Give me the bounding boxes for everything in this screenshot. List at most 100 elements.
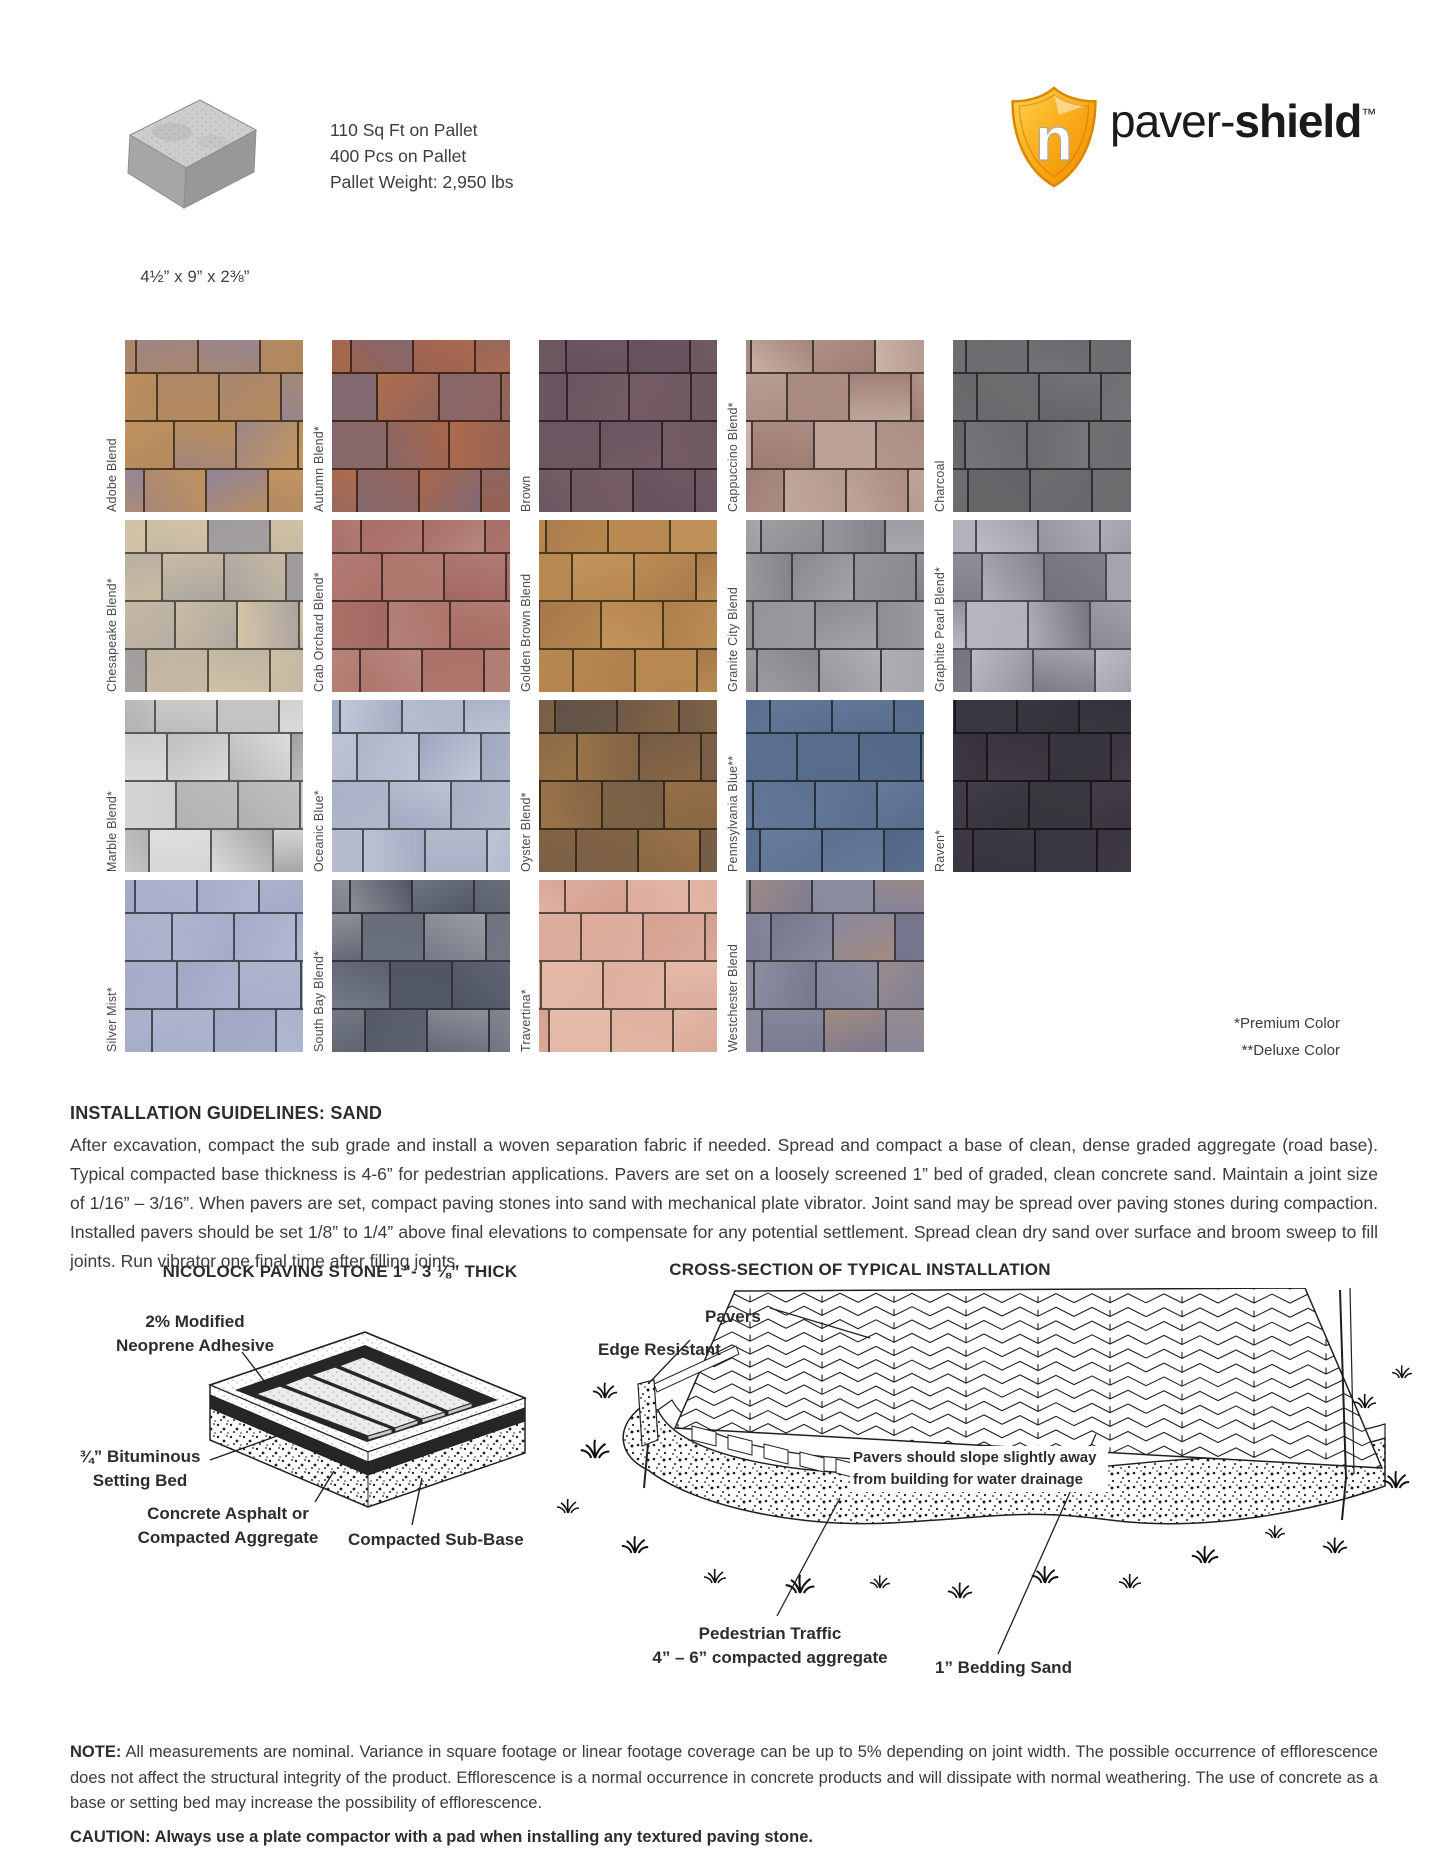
swatch-brick: [271, 520, 303, 552]
swatch-brick: [746, 734, 796, 780]
swatch-brick: [539, 734, 576, 780]
swatch-brick: [823, 830, 883, 872]
swatch-brick: [136, 880, 196, 912]
swatch-brick: [629, 340, 689, 372]
swatch-brick: [332, 554, 381, 600]
swatch-brick: [953, 470, 967, 512]
label-edge-resistant: Edge Resistant: [598, 1340, 721, 1359]
swatch-image: [539, 340, 717, 512]
label-slope-note: Pavers should slope slightly away from b…: [850, 1446, 1108, 1492]
swatch-brick: [602, 602, 662, 648]
swatch-brick: [968, 782, 1028, 828]
swatch-brick: [177, 782, 237, 828]
swatch-brick: [173, 914, 233, 960]
caution-text: Always use a plate compactor with a pad …: [154, 1828, 813, 1846]
swatch-cell: Oyster Blend*: [513, 700, 720, 880]
swatch-label: Cappuccino Blend*: [726, 402, 740, 512]
swatch-brick: [423, 650, 483, 692]
swatch-brick: [1091, 340, 1131, 372]
swatch-brick: [577, 830, 637, 872]
swatch-brick: [539, 554, 571, 600]
swatch-brick: [752, 340, 812, 372]
swatch-brick: [702, 734, 717, 780]
swatch-image: [332, 700, 510, 872]
swatch-brick: [917, 554, 924, 600]
swatch-brick: [671, 520, 717, 552]
swatch-brick: [1101, 520, 1131, 552]
swatch-brick: [332, 650, 359, 692]
swatch-brick: [125, 602, 174, 648]
swatch-brick: [332, 520, 360, 552]
swatch-brick: [235, 914, 295, 960]
swatch-cell: Travertina*: [513, 880, 720, 1060]
swatch-brick: [271, 650, 303, 692]
swatch-brick: [697, 554, 717, 600]
swatch-brick: [751, 880, 811, 912]
swatch-brick: [953, 554, 981, 600]
swatch-brick: [332, 962, 389, 1008]
swatch-brick: [475, 880, 510, 912]
label-bituminous-bed: ¾” Bituminous Setting Bed: [79, 1447, 201, 1490]
right-edge-wall: [1339, 1288, 1355, 1521]
swatch-brick: [301, 782, 303, 828]
edge-restraint: [637, 1345, 740, 1489]
left-diagram-title: NICOLOCK PAVING STONE 1”- 3 ⅛” THICK: [162, 1262, 518, 1281]
swatch-brick: [297, 914, 303, 960]
swatch-brick: [300, 602, 303, 648]
swatch-brick: [978, 374, 1038, 420]
swatch-brick: [698, 650, 717, 692]
swatch-brick: [953, 602, 965, 648]
swatch-brick: [761, 830, 821, 872]
swatch-brick: [341, 700, 401, 732]
label-neoprene-adhesive: 2% Modified Neoprene Adhesive: [115, 1312, 275, 1355]
swatch-brick: [403, 700, 463, 732]
swatch-brick: [758, 650, 818, 692]
swatch-brick: [147, 650, 207, 692]
caution-paragraph: CAUTION: Always use a plate compactor wi…: [70, 1828, 1378, 1847]
swatch-brick: [176, 602, 236, 648]
swatch-brick: [125, 340, 135, 372]
swatch-brick: [746, 962, 753, 1008]
swatch-brick: [1096, 650, 1131, 692]
swatch-brick: [125, 962, 176, 1008]
swatch-brick: [486, 520, 510, 552]
swatch-brick: [663, 422, 717, 468]
color-footnotes: *Premium Color **Deluxe Color: [1100, 1010, 1340, 1064]
spec-sqft: 110 Sq Ft on Pallet: [330, 120, 478, 140]
swatch-image: [332, 520, 510, 692]
swatch-brick: [207, 470, 267, 512]
swatch-brick: [875, 880, 924, 912]
swatch-brick: [755, 962, 815, 1008]
swatch-brick: [820, 650, 880, 692]
swatch-brick: [125, 520, 145, 552]
swatch-brick: [199, 340, 259, 372]
swatch-brick: [635, 554, 695, 600]
swatch-cell: Oceanic Blue*: [306, 700, 513, 880]
swatch-brick: [539, 374, 566, 420]
swatch-brick: [540, 602, 600, 648]
swatch-brick: [969, 470, 1029, 512]
swatch-brick: [847, 470, 907, 512]
swatch-brick: [550, 1010, 610, 1052]
note-paragraph: NOTE: All measurements are nominal. Vari…: [70, 1740, 1378, 1817]
swatch-brick: [1018, 700, 1078, 732]
swatch-image: [953, 700, 1131, 872]
swatch-brick: [1093, 470, 1131, 512]
front-paver-cubes: [691, 1425, 861, 1480]
swatch-brick: [1034, 650, 1094, 692]
swatch-brick: [798, 734, 858, 780]
swatch-label: Oceanic Blue*: [312, 790, 326, 872]
swatch-brick: [282, 374, 303, 420]
swatch-brick: [153, 1010, 213, 1052]
swatch-brick: [696, 470, 717, 512]
swatch-label: Graphite Pearl Blend*: [933, 566, 947, 692]
swatch-cell: Autumn Blend*: [306, 340, 513, 520]
label-pedestrian-aggregate: Pedestrian Traffic 4” – 6” compacted agg…: [652, 1624, 888, 1667]
swatch-image: [125, 700, 303, 872]
swatch-brick: [482, 734, 510, 780]
swatch-brick: [539, 700, 554, 732]
swatch-brick: [855, 554, 915, 600]
swatch-cell: Charcoal: [927, 340, 1134, 520]
swatch-brick: [953, 520, 975, 552]
swatch-brick: [539, 914, 580, 960]
